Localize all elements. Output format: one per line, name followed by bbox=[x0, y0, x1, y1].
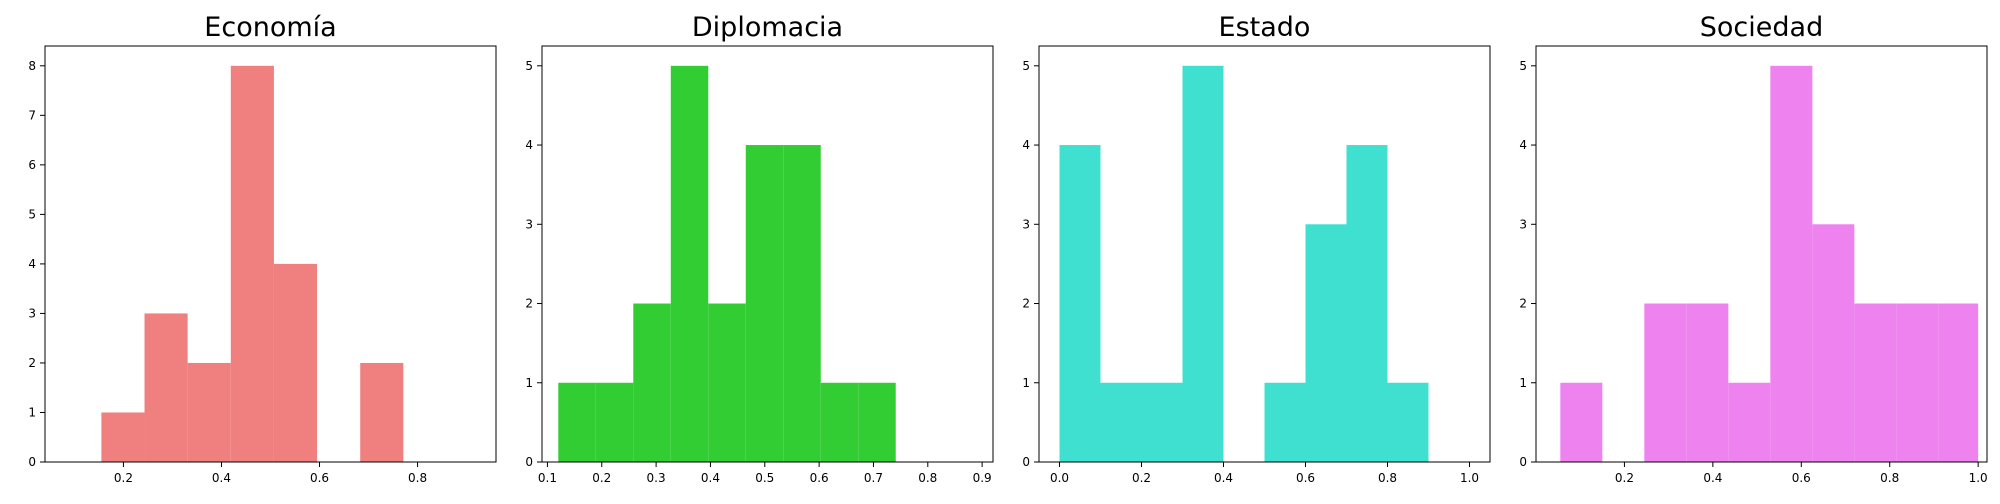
chart-title: Economía bbox=[204, 12, 336, 43]
x-tick-label: 0.2 bbox=[1132, 471, 1151, 485]
x-tick-label: 0.4 bbox=[212, 471, 231, 485]
axes-frame bbox=[1038, 45, 1491, 463]
x-tick-label: 0.4 bbox=[1214, 471, 1233, 485]
x-tick-label: 0.6 bbox=[310, 471, 329, 485]
histogram-bar bbox=[1182, 65, 1224, 463]
y-tick-label: 5 bbox=[525, 59, 533, 73]
x-tick-label: 0.0 bbox=[1050, 471, 1069, 485]
chart-title: Diplomacia bbox=[692, 12, 843, 43]
y-tick-label: 0 bbox=[1519, 455, 1527, 469]
y-tick-label: 5 bbox=[28, 207, 36, 221]
histogram-bar bbox=[1059, 145, 1101, 463]
y-tick-label: 1 bbox=[28, 405, 36, 419]
y-tick-label: 3 bbox=[1022, 217, 1030, 231]
x-tick-label: 0.3 bbox=[647, 471, 666, 485]
x-tick-label: 0.1 bbox=[538, 471, 557, 485]
histogram-panel-1: 0.2 0.4 0.6 0.8 0 1 2 3 4 5 6 7 8 Economía bbox=[28, 12, 497, 485]
histogram-bar bbox=[1644, 303, 1687, 462]
x-tick-label: 0.8 bbox=[1880, 471, 1899, 485]
x-tick-label: 0.4 bbox=[701, 471, 720, 485]
y-tick-label: 4 bbox=[1519, 138, 1527, 152]
histogram-bar bbox=[858, 382, 896, 462]
x-tick-label: 0.6 bbox=[1792, 471, 1811, 485]
histogram-bar bbox=[1387, 382, 1429, 462]
y-tick-label: 5 bbox=[1519, 59, 1527, 73]
y-tick-label: 1 bbox=[525, 376, 533, 390]
histogram-bar bbox=[670, 65, 709, 463]
y-tick-label: 1 bbox=[1022, 376, 1030, 390]
x-tick-label: 1.0 bbox=[1460, 471, 1479, 485]
histogram-bar bbox=[633, 303, 671, 462]
x-tick-label: 0.2 bbox=[1615, 471, 1634, 485]
y-tick-label: 3 bbox=[525, 217, 533, 231]
histogram-bar bbox=[595, 382, 634, 462]
histogram-bar bbox=[558, 382, 596, 462]
y-tick-label: 2 bbox=[1022, 297, 1030, 311]
histogram-bar bbox=[1812, 224, 1855, 462]
histogram-bar bbox=[745, 145, 784, 463]
axes-frame bbox=[44, 45, 497, 463]
chart-title: Sociedad bbox=[1700, 12, 1823, 43]
histogram-bar bbox=[101, 412, 145, 462]
histogram-bar bbox=[1264, 382, 1306, 462]
histogram-bar bbox=[187, 362, 231, 462]
chart-title: Estado bbox=[1219, 12, 1311, 43]
y-tick-label: 3 bbox=[28, 306, 36, 320]
histogram-panel-4: 0.2 0.4 0.6 0.8 1.0 0 1 2 3 4 5 Sociedad bbox=[1519, 12, 1987, 485]
y-tick-label: 6 bbox=[28, 158, 36, 172]
histogram-bar bbox=[1686, 303, 1729, 462]
histogram-bar bbox=[1346, 145, 1388, 463]
axes-frame bbox=[1535, 45, 1988, 463]
y-tick-label: 3 bbox=[1519, 217, 1527, 231]
x-tick-label: 0.2 bbox=[592, 471, 611, 485]
histogram-bar bbox=[1896, 303, 1939, 462]
x-tick-label: 0.6 bbox=[1296, 471, 1315, 485]
y-tick-label: 5 bbox=[1022, 59, 1030, 73]
histogram-bar bbox=[1770, 65, 1813, 463]
y-tick-label: 4 bbox=[28, 257, 36, 271]
x-tick-label: 1.0 bbox=[1969, 471, 1988, 485]
axes-frame bbox=[541, 45, 994, 463]
histogram-bar bbox=[360, 362, 404, 462]
y-tick-label: 2 bbox=[525, 297, 533, 311]
x-tick-label: 0.8 bbox=[1378, 471, 1397, 485]
histogram-bar bbox=[1560, 382, 1603, 462]
x-tick-label: 0.8 bbox=[918, 471, 937, 485]
histogram-bar bbox=[1728, 382, 1771, 462]
y-tick-label: 7 bbox=[28, 108, 36, 122]
y-tick-label: 1 bbox=[1519, 376, 1527, 390]
x-tick-label: 0.5 bbox=[755, 471, 774, 485]
histogram-bar bbox=[1141, 382, 1183, 462]
histogram-bar bbox=[1854, 303, 1897, 462]
histogram-bar bbox=[820, 382, 859, 462]
x-tick-label: 0.2 bbox=[114, 471, 133, 485]
y-tick-label: 8 bbox=[28, 59, 36, 73]
y-tick-label: 4 bbox=[1022, 138, 1030, 152]
histogram-bar bbox=[708, 303, 746, 462]
histogram-panel-2: 0.1 0.2 0.3 0.4 0.5 0.6 0.7 0.8 0.9 0 1 2 3 4 5 Diploma… bbox=[525, 12, 994, 485]
histogram-bar bbox=[783, 145, 821, 463]
x-tick-label: 0.9 bbox=[973, 471, 992, 485]
x-tick-label: 0.8 bbox=[408, 471, 427, 485]
histogram-bar bbox=[273, 263, 318, 462]
histogram-bar bbox=[144, 313, 188, 462]
x-tick-label: 0.6 bbox=[810, 471, 829, 485]
y-tick-label: 0 bbox=[1022, 455, 1030, 469]
x-tick-label: 0.4 bbox=[1703, 471, 1722, 485]
y-tick-label: 0 bbox=[28, 455, 36, 469]
histogram-bar bbox=[1305, 224, 1347, 462]
y-tick-label: 2 bbox=[1519, 297, 1527, 311]
histogram-bar bbox=[1938, 303, 1979, 462]
histogram-bar bbox=[1100, 382, 1142, 462]
x-tick-label: 0.7 bbox=[864, 471, 883, 485]
histogram-panel-3: 0.0 0.2 0.4 0.6 0.8 1.0 0 1 2 3 4 5 Estado bbox=[1022, 12, 1491, 485]
y-tick-label: 4 bbox=[525, 138, 533, 152]
y-tick-label: 0 bbox=[525, 455, 533, 469]
histogram-bar bbox=[230, 65, 274, 463]
y-tick-label: 2 bbox=[28, 356, 36, 370]
